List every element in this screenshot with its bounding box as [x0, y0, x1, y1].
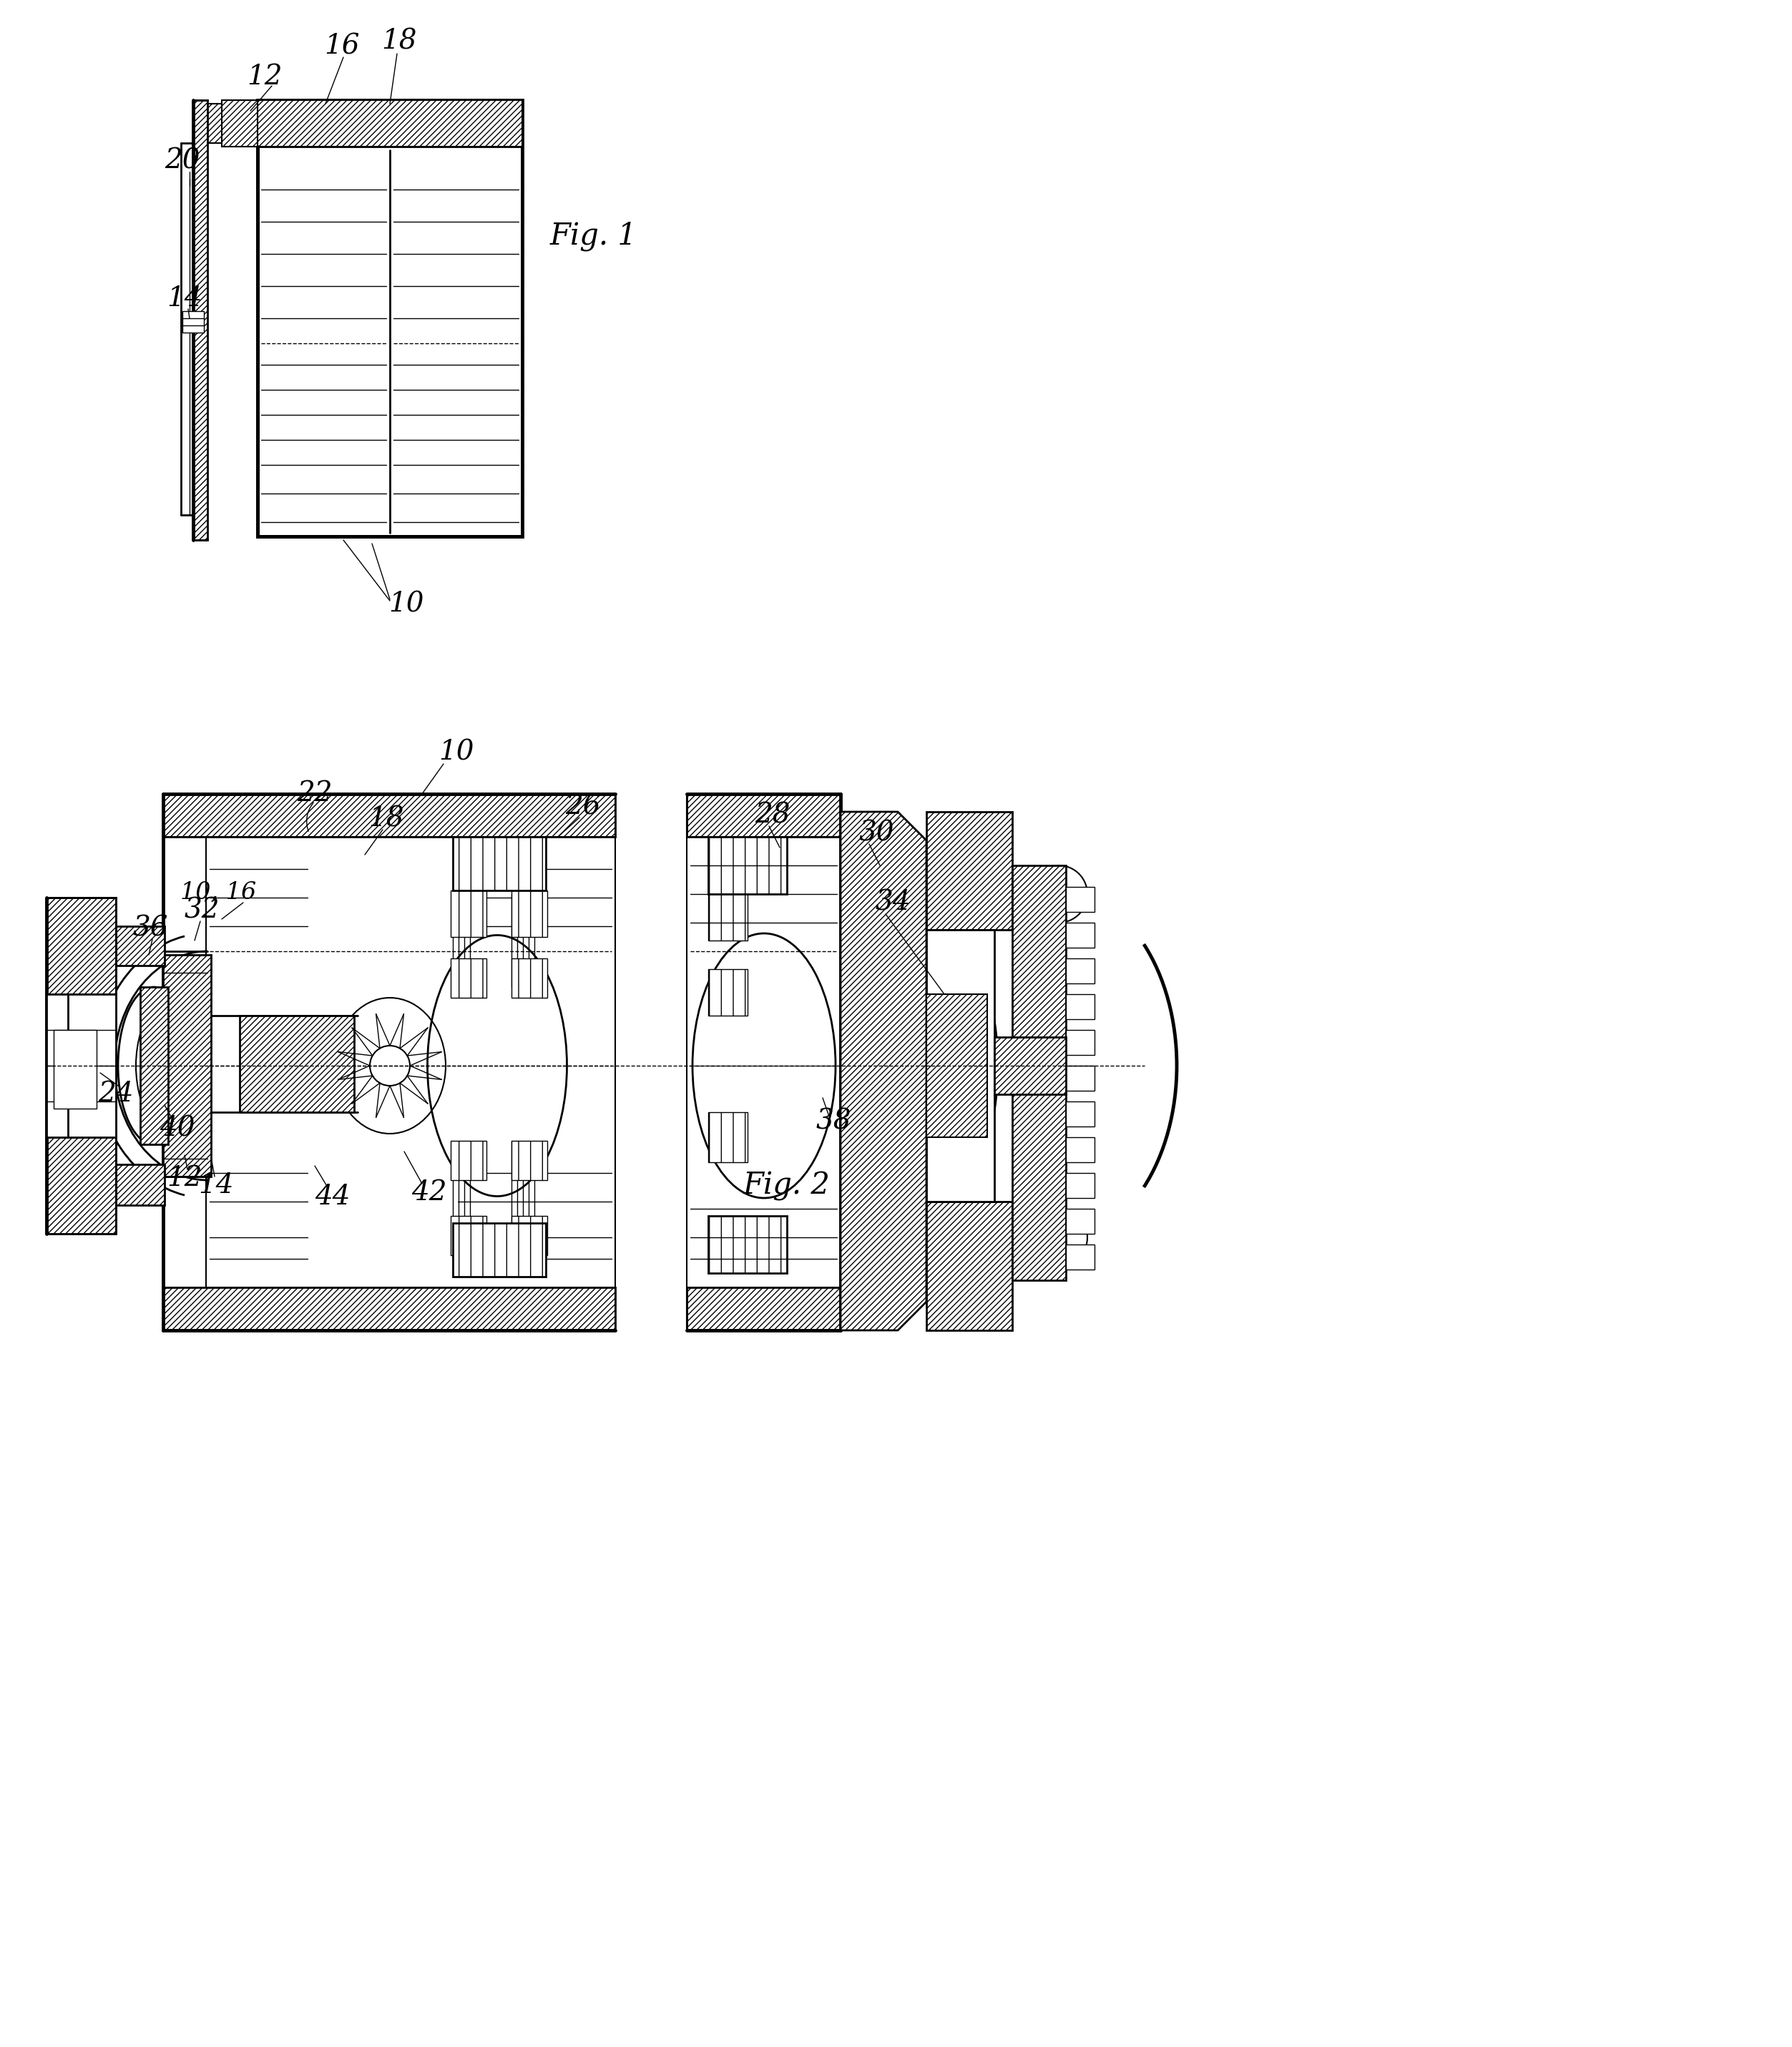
Bar — [1066, 886, 1095, 911]
Bar — [708, 1216, 747, 1255]
Polygon shape — [204, 104, 222, 143]
Bar — [995, 1038, 1066, 1095]
Text: 30: 30 — [858, 821, 894, 847]
Text: 42: 42 — [412, 1179, 446, 1206]
Bar — [450, 1140, 486, 1181]
Bar — [1066, 1173, 1095, 1197]
Bar — [708, 1216, 787, 1273]
Text: 10, 16: 10, 16 — [181, 880, 256, 905]
Text: 14: 14 — [167, 287, 202, 313]
Text: 20: 20 — [165, 147, 201, 174]
Bar — [708, 1112, 747, 1163]
Bar — [258, 100, 521, 536]
Bar — [1066, 1101, 1095, 1126]
Text: 18: 18 — [369, 807, 403, 833]
Bar — [183, 311, 204, 332]
Polygon shape — [926, 1202, 1012, 1331]
Bar — [450, 958, 486, 997]
Text: 44: 44 — [315, 1183, 351, 1210]
Text: 12: 12 — [167, 1165, 202, 1191]
Text: 26: 26 — [564, 794, 600, 821]
Bar — [1066, 1138, 1095, 1163]
Polygon shape — [47, 899, 116, 995]
Text: 10: 10 — [439, 739, 475, 766]
Bar — [1066, 1208, 1095, 1234]
Bar — [450, 890, 486, 938]
Polygon shape — [194, 100, 208, 540]
Polygon shape — [47, 1138, 116, 1234]
Bar — [708, 890, 747, 940]
Bar — [1066, 923, 1095, 948]
Bar — [1066, 1245, 1095, 1269]
Polygon shape — [926, 995, 987, 1138]
Bar — [47, 995, 116, 1138]
Text: 16: 16 — [324, 33, 360, 59]
Text: 14: 14 — [199, 1173, 233, 1200]
Bar — [1066, 1066, 1095, 1091]
Polygon shape — [686, 1288, 840, 1331]
Polygon shape — [686, 794, 840, 837]
Text: 38: 38 — [815, 1107, 851, 1134]
Text: 32: 32 — [185, 897, 219, 923]
Text: 34: 34 — [874, 888, 910, 915]
Text: 28: 28 — [754, 802, 790, 829]
Bar — [511, 958, 547, 997]
Bar — [511, 1216, 547, 1255]
Text: 22: 22 — [297, 780, 333, 807]
Bar — [453, 837, 547, 890]
Bar — [450, 1216, 486, 1255]
Text: 40: 40 — [159, 1116, 195, 1142]
Text: 10: 10 — [389, 592, 425, 618]
Polygon shape — [1012, 866, 1066, 1279]
Text: 12: 12 — [247, 63, 283, 90]
Polygon shape — [111, 925, 165, 966]
Bar — [708, 837, 787, 895]
Text: 36: 36 — [133, 915, 168, 942]
Polygon shape — [926, 813, 1012, 929]
Bar — [1066, 958, 1095, 983]
Bar — [453, 1222, 547, 1277]
Polygon shape — [926, 929, 995, 1202]
Text: 24: 24 — [99, 1081, 134, 1107]
Polygon shape — [222, 100, 258, 147]
Bar — [511, 890, 547, 938]
Bar — [54, 1030, 97, 1109]
Polygon shape — [140, 987, 168, 1144]
Polygon shape — [258, 100, 521, 147]
Bar — [708, 968, 747, 1015]
Polygon shape — [840, 813, 926, 1331]
Polygon shape — [163, 954, 211, 1177]
Polygon shape — [163, 794, 615, 837]
Bar — [1066, 995, 1095, 1019]
Polygon shape — [163, 1288, 615, 1331]
Text: 18: 18 — [382, 29, 418, 55]
Polygon shape — [240, 1015, 355, 1112]
Text: Fig. 2: Fig. 2 — [744, 1171, 830, 1202]
Bar — [1066, 1030, 1095, 1054]
Bar — [511, 1140, 547, 1181]
Polygon shape — [111, 1165, 165, 1206]
Text: Fig. 1: Fig. 1 — [550, 221, 638, 252]
